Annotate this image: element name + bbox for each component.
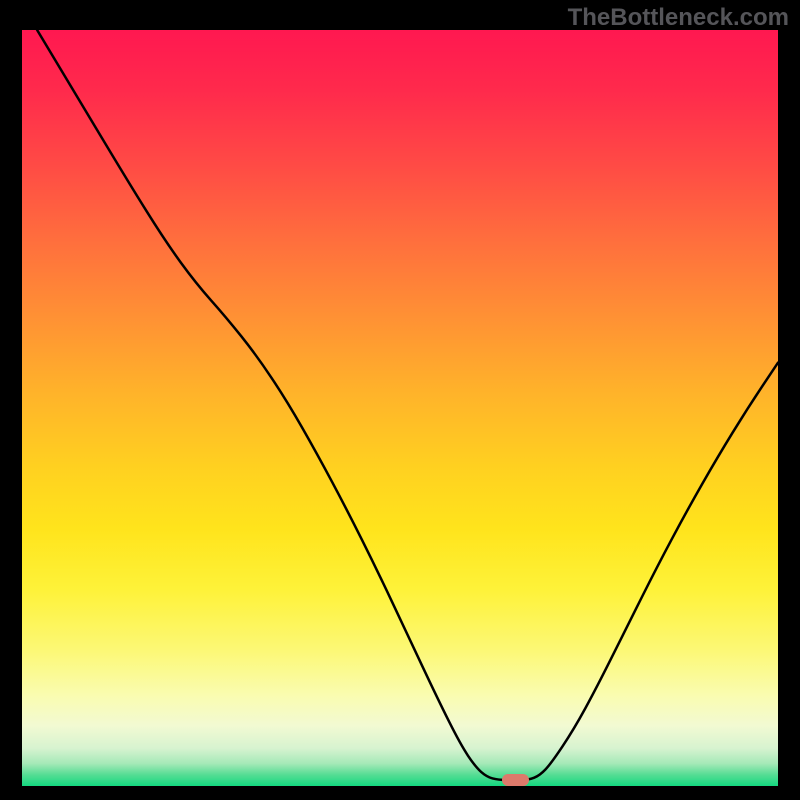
chart-container: TheBottleneck.com	[0, 0, 800, 800]
optimum-marker	[502, 774, 529, 787]
plot-area	[22, 30, 778, 786]
source-watermark: TheBottleneck.com	[568, 4, 789, 32]
bottleneck-curve	[22, 30, 778, 786]
